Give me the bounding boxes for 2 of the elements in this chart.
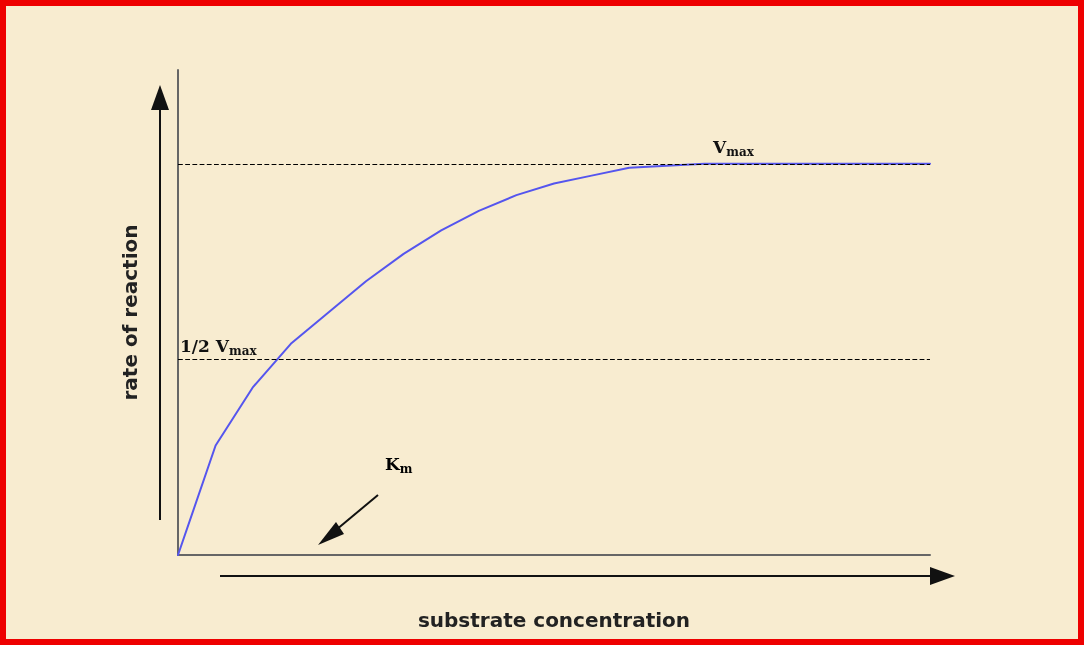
y-axis-title: rate of reaction: [118, 224, 142, 401]
x-axis-title: substrate concentration: [417, 608, 691, 632]
